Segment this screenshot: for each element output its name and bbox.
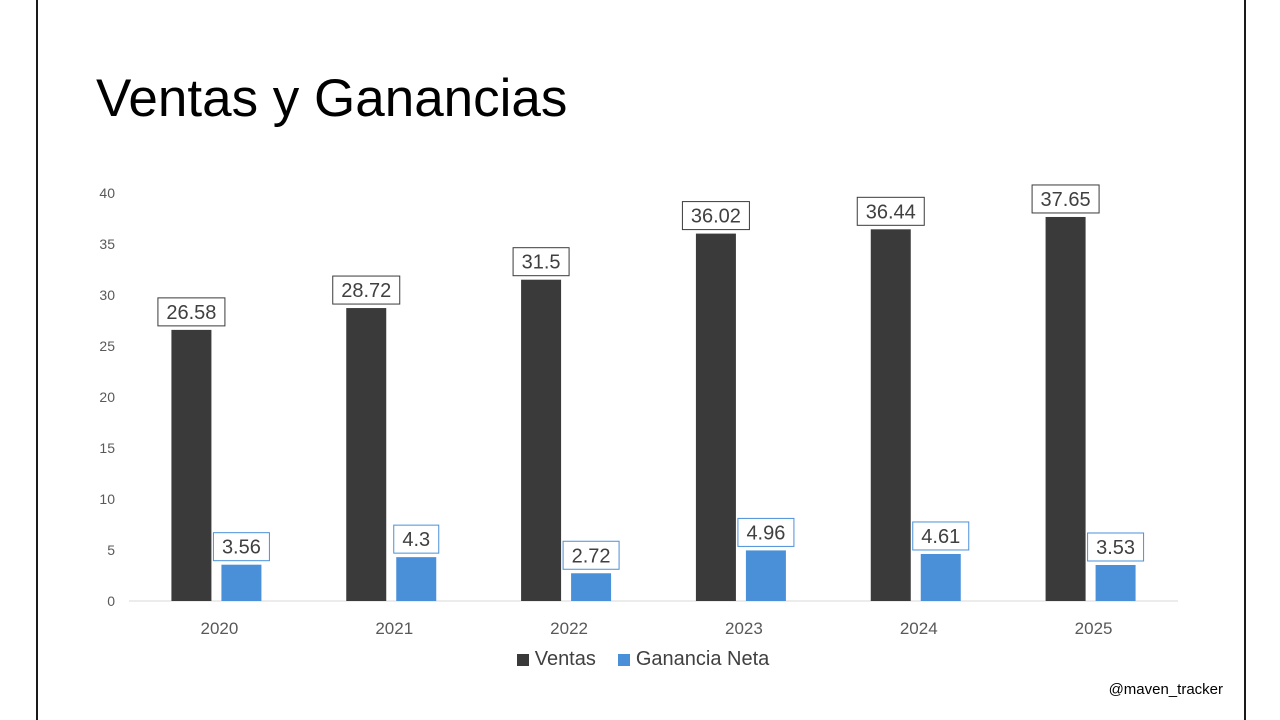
data-label-box-ventas xyxy=(157,297,226,327)
data-label-box-ganancia-neta xyxy=(1087,532,1145,562)
slide-left-border xyxy=(36,0,38,720)
y-tick-label: 0 xyxy=(107,593,115,609)
chart-title: Ventas y Ganancias xyxy=(96,69,568,128)
data-label-box-ganancia-neta xyxy=(212,532,270,562)
y-tick-label: 25 xyxy=(99,338,115,354)
x-tick-label: 2022 xyxy=(550,619,588,638)
legend-label-ventas: Ventas xyxy=(534,648,596,670)
bar-ventas xyxy=(870,229,911,601)
legend-item-ganancia-neta: Ganancia Neta xyxy=(617,648,770,671)
y-tick-label: 35 xyxy=(99,236,115,252)
data-label-box-ganancia-neta xyxy=(562,540,620,570)
slide-right-border xyxy=(1244,0,1246,720)
legend-item-ventas: Ventas xyxy=(516,648,596,671)
y-tick-label: 5 xyxy=(107,542,115,558)
x-tick-label: 2025 xyxy=(1075,619,1113,638)
legend-label-ganancia-neta: Ganancia Neta xyxy=(635,648,770,670)
y-tick-label: 30 xyxy=(99,287,115,303)
data-label-ventas: 31.5 xyxy=(522,252,561,274)
bar-ganancia-neta xyxy=(920,553,961,601)
x-tick-label: 2021 xyxy=(375,619,413,638)
watermark-handle: @maven_tracker xyxy=(1108,681,1223,698)
data-label-box-ventas xyxy=(1031,184,1100,214)
data-label-box-ganancia-neta xyxy=(737,517,795,547)
y-tick-label: 20 xyxy=(99,389,115,405)
data-label-ganancia-neta: 4.61 xyxy=(921,526,960,548)
y-tick-label: 40 xyxy=(99,185,115,201)
data-label-ganancia-neta: 4.96 xyxy=(746,522,785,544)
data-label-box-ventas xyxy=(512,247,570,277)
bar-ventas xyxy=(1045,216,1086,601)
x-tick-label: 2020 xyxy=(201,619,239,638)
bar-ganancia-neta xyxy=(221,564,262,601)
y-tick-label: 15 xyxy=(99,440,115,456)
data-label-ganancia-neta: 4.3 xyxy=(402,529,430,551)
data-label-ganancia-neta: 2.72 xyxy=(572,545,611,567)
y-tick-label: 10 xyxy=(99,491,115,507)
data-label-ventas: 36.02 xyxy=(691,206,741,228)
data-label-ganancia-neta: 3.53 xyxy=(1096,537,1135,559)
x-tick-label: 2024 xyxy=(900,619,938,638)
data-label-ventas: 37.65 xyxy=(1041,189,1091,211)
data-label-box-ventas xyxy=(681,201,750,231)
bar-ganancia-neta xyxy=(571,573,612,601)
data-label-box-ganancia-neta xyxy=(912,521,970,551)
bar-ganancia-neta xyxy=(745,550,786,601)
bar-ventas xyxy=(171,329,212,601)
data-label-box-ventas xyxy=(332,275,401,305)
bar-ventas xyxy=(695,233,736,601)
bar-ganancia-neta xyxy=(396,557,437,601)
data-label-ganancia-neta: 3.56 xyxy=(222,537,261,559)
bar-ventas xyxy=(521,279,562,601)
bar-ventas xyxy=(346,308,387,601)
chart-legend: Ventas Ganancia Neta xyxy=(0,648,1280,671)
x-tick-label: 2023 xyxy=(725,619,763,638)
legend-swatch-ventas xyxy=(516,653,529,666)
data-label-ventas: 36.44 xyxy=(866,201,916,223)
legend-swatch-ganancia-neta xyxy=(617,653,630,666)
data-label-ventas: 26.58 xyxy=(166,302,216,324)
bar-ganancia-neta xyxy=(1095,564,1136,601)
data-label-box-ganancia-neta xyxy=(393,524,440,554)
data-label-box-ventas xyxy=(856,196,925,226)
data-label-ventas: 28.72 xyxy=(341,280,391,302)
